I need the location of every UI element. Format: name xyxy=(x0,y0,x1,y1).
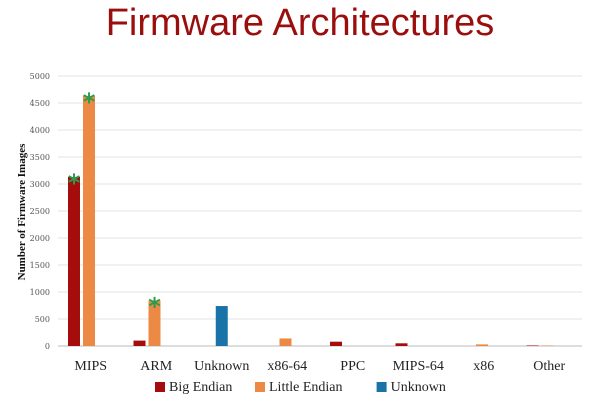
y-tick-label: 1500 xyxy=(30,261,50,270)
bar-mips-64-big-endian xyxy=(395,343,408,346)
chart-title: Firmware Architectures xyxy=(105,2,495,44)
bar-x86-little-endian xyxy=(476,344,488,346)
x-category-label: x86-64 xyxy=(267,359,307,374)
y-axis-label: Number of Firmware Images xyxy=(16,143,28,280)
x-axis-categories: MIPS ARM Unknown x86-64 PPC MIPS-64 x86 Other xyxy=(74,359,565,374)
y-tick-label: 1000 xyxy=(30,288,50,297)
y-tick-label: 2000 xyxy=(30,234,50,243)
bar-arm-little-endian xyxy=(148,300,161,346)
x-category-label: ARM xyxy=(140,359,172,374)
bar-other-little-endian xyxy=(541,345,554,346)
bars xyxy=(68,95,554,346)
legend-swatch xyxy=(376,382,387,392)
bar-ppc-big-endian xyxy=(330,341,342,346)
bar-other-big-endian xyxy=(526,345,539,346)
bar-mips-big-endian xyxy=(68,176,80,346)
significance-star: * xyxy=(68,169,81,197)
bar-mips-little-endian xyxy=(83,95,95,346)
y-tick-label: 2500 xyxy=(30,207,50,216)
x-category-label: MIPS-64 xyxy=(393,359,444,374)
bar-arm-big-endian xyxy=(133,340,146,346)
y-tick-label: 3500 xyxy=(30,153,50,162)
y-tick-label: 0 xyxy=(45,342,50,351)
bar-x86-64-little-endian xyxy=(279,338,292,346)
x-category-label: Other xyxy=(533,359,565,374)
y-tick-label: 5000 xyxy=(30,72,50,81)
legend-swatch xyxy=(255,382,265,392)
grid-lines xyxy=(58,75,582,347)
significance-star: * xyxy=(148,293,161,321)
y-tick-label: 500 xyxy=(35,315,50,324)
legend-swatch xyxy=(155,382,165,392)
y-axis-ticks: 0 500 1000 1500 2000 2500 3000 3500 4000 4500 5000 xyxy=(30,72,50,351)
x-category-label: x86 xyxy=(473,359,494,374)
x-category-label: MIPS xyxy=(74,359,107,374)
significance-star: * xyxy=(83,88,96,116)
x-category-label: Unknown xyxy=(194,359,249,374)
legend-label: Little Endian xyxy=(269,380,342,395)
y-tick-label: 4500 xyxy=(30,99,50,108)
legend: Big Endian Little Endian Unknown xyxy=(155,380,446,395)
legend-label: Unknown xyxy=(391,380,446,395)
y-tick-label: 4000 xyxy=(30,126,50,135)
bar-unknown-unknown xyxy=(215,306,228,346)
y-tick-label: 3000 xyxy=(30,180,50,189)
legend-label: Big Endian xyxy=(169,380,232,395)
annotations: * * * xyxy=(68,88,162,321)
x-category-label: PPC xyxy=(340,359,365,374)
